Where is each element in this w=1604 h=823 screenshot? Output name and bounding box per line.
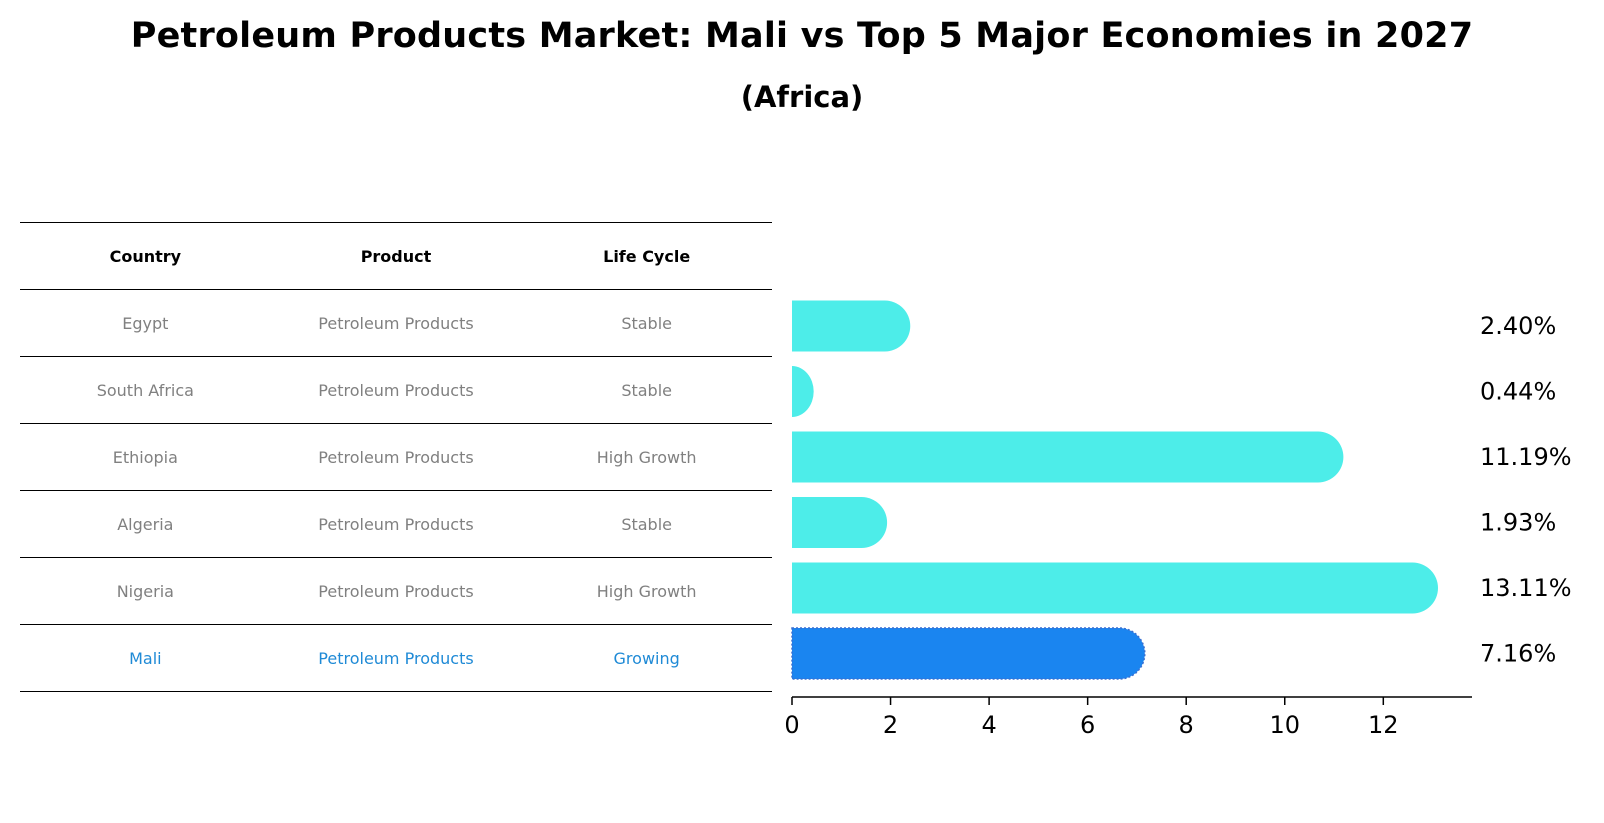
cell-country: South Africa <box>20 356 271 424</box>
bar-nigeria <box>792 562 1438 614</box>
cell-country: Nigeria <box>20 557 271 625</box>
value-label: 2.40% <box>1480 312 1556 340</box>
table-header-row: Country Product Life Cycle <box>20 222 772 290</box>
header-country: Country <box>20 222 271 290</box>
x-tick-label: 8 <box>1179 711 1194 739</box>
value-label: 0.44% <box>1480 378 1556 406</box>
table-row-highlight: Mali Petroleum Products Growing <box>20 624 772 692</box>
cell-life-cycle: High Growth <box>521 557 772 625</box>
cell-product: Petroleum Products <box>270 356 522 424</box>
bar-mali <box>791 627 1146 680</box>
table-row: Algeria Petroleum Products Stable <box>20 490 772 558</box>
cell-product: Petroleum Products <box>270 423 522 491</box>
value-label: 11.19% <box>1480 443 1572 471</box>
cell-life-cycle: Stable <box>521 356 772 424</box>
cell-country: Ethiopia <box>20 423 271 491</box>
x-tick-label: 12 <box>1368 711 1399 739</box>
cell-country: Egypt <box>20 289 271 357</box>
cell-life-cycle: Growing <box>521 624 772 692</box>
bar-ethiopia <box>792 431 1344 483</box>
x-tick-label: 4 <box>981 711 996 739</box>
header-life-cycle: Life Cycle <box>521 222 772 290</box>
cell-life-cycle: Stable <box>521 289 772 357</box>
x-tick-label: 6 <box>1080 711 1095 739</box>
cell-country: Algeria <box>20 490 271 558</box>
bar-egypt <box>792 300 911 352</box>
value-label: 13.11% <box>1480 574 1572 602</box>
chart-subtitle: (Africa) <box>740 80 864 114</box>
bar-algeria <box>792 497 888 548</box>
cell-product: Petroleum Products <box>270 289 522 357</box>
cell-life-cycle: Stable <box>521 490 772 558</box>
table-row: Nigeria Petroleum Products High Growth <box>20 557 772 625</box>
cell-product: Petroleum Products <box>270 624 522 692</box>
chart-title: Petroleum Products Market: Mali vs Top 5… <box>130 16 1474 56</box>
cell-life-cycle: High Growth <box>521 423 772 491</box>
table-row: Ethiopia Petroleum Products High Growth <box>20 423 772 491</box>
cell-product: Petroleum Products <box>270 490 522 558</box>
cell-country: Mali <box>20 624 271 692</box>
x-tick-label: 2 <box>883 711 898 739</box>
x-tick-label: 10 <box>1269 711 1300 739</box>
comparison-table: Country Product Life Cycle Egypt Petrole… <box>20 222 772 692</box>
header-product: Product <box>270 222 522 290</box>
bar-south-africa <box>792 366 814 417</box>
x-tick-label: 0 <box>784 711 799 739</box>
table-row: South Africa Petroleum Products Stable <box>20 356 772 424</box>
value-label: 1.93% <box>1480 509 1556 537</box>
bar-chart: 2.40% 0.44% 11.19% 1.93% 13.11% 7.16% 0 2 4 6 8 10 1… <box>784 300 1572 739</box>
value-label: 7.16% <box>1480 640 1556 668</box>
cell-product: Petroleum Products <box>270 557 522 625</box>
table-row: Egypt Petroleum Products Stable <box>20 289 772 357</box>
